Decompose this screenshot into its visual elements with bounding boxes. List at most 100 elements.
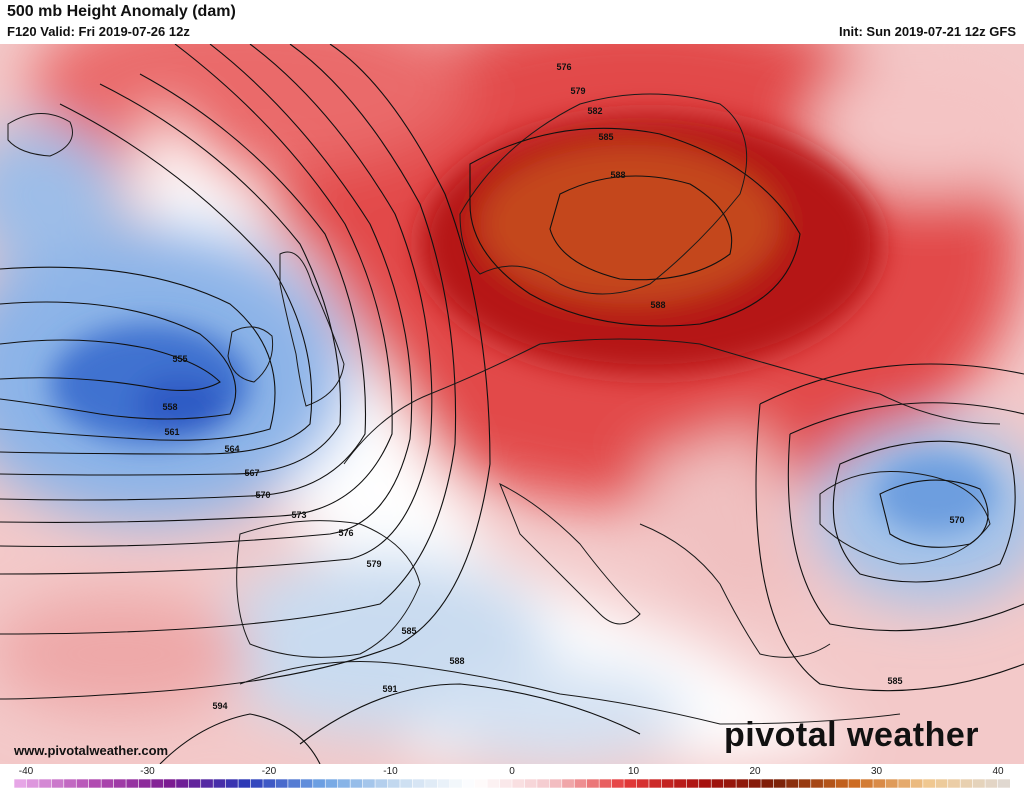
colorbar-swatch xyxy=(387,778,401,789)
colorbar-swatch xyxy=(250,778,264,789)
website-url[interactable]: www.pivotalweather.com xyxy=(14,743,169,758)
label-576w: 576 xyxy=(338,528,353,538)
label-579w: 579 xyxy=(366,559,381,569)
colorbar-swatch xyxy=(561,778,575,789)
colorbar-swatch xyxy=(100,778,115,789)
scandinavia-coast xyxy=(459,93,748,295)
label-591: 591 xyxy=(382,684,397,694)
continent-coast xyxy=(343,338,1001,465)
colorbar-swatch xyxy=(710,778,725,789)
colorbar-swatch xyxy=(922,778,936,789)
colorbar-tick-label: -40 xyxy=(19,766,34,777)
colorbar-swatch xyxy=(88,778,102,789)
colorbar-swatch xyxy=(586,778,600,789)
iceland-coast xyxy=(7,113,73,157)
colorbar-tick-label: 20 xyxy=(749,766,761,777)
colorbar-swatch xyxy=(399,778,414,789)
italy-coast xyxy=(499,482,641,625)
label-573: 573 xyxy=(291,510,306,520)
colorbar-swatch xyxy=(449,778,463,789)
colorbar: -40 -30 -20 -10 0 10 20 30 40 xyxy=(13,766,1011,789)
colorbar-swatch xyxy=(474,778,488,789)
contour-labels: 555 558 561 564 567 570 573 576 579 585 … xyxy=(162,62,964,711)
colorbar-swatch xyxy=(910,778,924,789)
colorbar-swatch xyxy=(26,778,40,789)
colorbar-swatch xyxy=(412,778,426,789)
contour-588n xyxy=(469,127,801,327)
header: 500 mb Height Anomaly (dam) F120 Valid: … xyxy=(0,0,1024,44)
height-anomaly-map: 555 558 561 564 567 570 573 576 579 585 … xyxy=(0,44,1024,764)
britain-coast xyxy=(279,251,345,407)
colorbar-tick-label: -20 xyxy=(262,766,277,777)
label-567: 567 xyxy=(244,468,259,478)
colorbar-swatch xyxy=(300,778,314,789)
label-588s: 588 xyxy=(449,656,464,666)
colorbar-swatch xyxy=(237,778,252,789)
colorbar-swatch xyxy=(138,778,152,789)
contour-570e xyxy=(879,479,989,548)
colorbar-swatch xyxy=(997,778,1011,789)
init-time: Init: Sun 2019-07-21 12z GFS xyxy=(838,24,1016,39)
colorbar-tick-label: 40 xyxy=(992,766,1004,777)
contour-564 xyxy=(0,103,313,455)
colorbar-swatch xyxy=(524,778,538,789)
colorbar-swatch xyxy=(536,778,550,789)
contour-555 xyxy=(0,339,221,391)
colorbar-swatch xyxy=(499,778,513,789)
colorbar-swatch xyxy=(374,778,389,789)
colorbar-swatch xyxy=(275,778,289,789)
label-570e: 570 xyxy=(949,515,964,525)
colorbar-swatch xyxy=(636,778,650,789)
colorbar-swatch xyxy=(188,778,202,789)
brand-logo: pivotal weather xyxy=(724,716,980,754)
label-585e: 585 xyxy=(887,676,902,686)
colorbar-swatch xyxy=(698,778,712,789)
colorbar-swatch xyxy=(785,778,799,789)
label-564: 564 xyxy=(224,444,239,454)
colorbar-swatch xyxy=(685,778,700,789)
colorbar-swatch xyxy=(125,778,140,789)
colorbar-swatch xyxy=(362,778,376,789)
label-555: 555 xyxy=(172,354,187,364)
coastlines xyxy=(7,93,1001,725)
valid-time: F120 Valid: Fri 2019-07-26 12z xyxy=(7,24,190,39)
colorbar-swatch xyxy=(773,778,787,789)
colorbar-swatch xyxy=(947,778,961,789)
colorbar-tick-label: 30 xyxy=(871,766,883,777)
colorbar-swatch xyxy=(312,778,326,789)
contour-585 xyxy=(0,44,491,700)
colorbar-swatch xyxy=(486,778,501,789)
colorbar-swatch xyxy=(337,778,351,789)
colorbar-swatch xyxy=(623,778,638,789)
colorbar-swatch xyxy=(860,778,874,789)
colorbar-swatch xyxy=(735,778,750,789)
contour-582e xyxy=(787,402,1024,632)
colorbar-swatch xyxy=(972,778,986,789)
label-558: 558 xyxy=(162,402,177,412)
colorbar-swatch xyxy=(959,778,974,789)
colorbar-swatch xyxy=(38,778,52,789)
colorbar-swatch xyxy=(885,778,899,789)
colorbar-swatch xyxy=(760,778,775,789)
colorbar-swatch xyxy=(984,778,999,789)
contour-573 xyxy=(0,44,393,523)
contour-591 xyxy=(299,683,641,745)
colorbar-swatch xyxy=(573,778,588,789)
colorbar-swatch xyxy=(13,778,28,789)
contour-567 xyxy=(0,83,342,476)
colorbar-swatch xyxy=(847,778,862,789)
colorbar-swatch xyxy=(113,778,127,789)
colorbar-swatch xyxy=(835,778,849,789)
colorbar-swatch xyxy=(225,778,239,789)
anomaly-shading xyxy=(0,44,1024,764)
iberia-coast xyxy=(236,520,421,658)
black-sea-coast xyxy=(819,471,991,565)
colorbar-swatch xyxy=(810,778,824,789)
colorbar-swatch xyxy=(934,778,949,789)
colorbar-swatch xyxy=(461,778,476,789)
colorbar-swatch xyxy=(798,778,812,789)
colorbar-swatch xyxy=(287,778,301,789)
ireland-coast xyxy=(227,326,274,383)
colorbar-swatch xyxy=(598,778,613,789)
colorbar-tick-label: 10 xyxy=(628,766,640,777)
